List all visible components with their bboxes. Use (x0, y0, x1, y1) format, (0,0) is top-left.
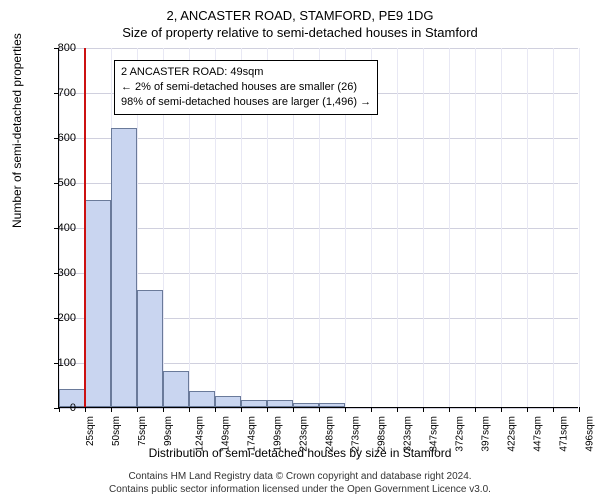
xtick-mark (423, 407, 424, 412)
xtick-label: 273sqm (351, 416, 362, 452)
gridline-v (579, 48, 580, 407)
gridline-v (553, 48, 554, 407)
xtick-mark (267, 407, 268, 412)
xtick-mark (579, 407, 580, 412)
xtick-label: 199sqm (273, 416, 284, 452)
xtick-mark (527, 407, 528, 412)
xtick-mark (137, 407, 138, 412)
histogram-bar (163, 371, 189, 407)
xtick-mark (371, 407, 372, 412)
ytick-label: 700 (46, 87, 76, 99)
gridline-v (527, 48, 528, 407)
xtick-mark (293, 407, 294, 412)
gridline-v (397, 48, 398, 407)
xtick-label: 447sqm (533, 416, 544, 452)
ytick-label: 600 (46, 132, 76, 144)
xtick-label: 323sqm (403, 416, 414, 452)
xtick-label: 422sqm (507, 416, 518, 452)
y-axis-label: Number of semi-detached properties (10, 33, 24, 228)
xtick-label: 124sqm (195, 416, 206, 452)
xtick-label: 25sqm (85, 416, 96, 446)
xtick-mark (449, 407, 450, 412)
xtick-mark (397, 407, 398, 412)
ytick-label: 200 (46, 312, 76, 324)
ytick-label: 0 (46, 402, 76, 414)
xtick-mark (345, 407, 346, 412)
gridline-v (423, 48, 424, 407)
xtick-mark (163, 407, 164, 412)
ytick-label: 100 (46, 357, 76, 369)
xtick-mark (111, 407, 112, 412)
xtick-mark (241, 407, 242, 412)
footer-line-1: Contains HM Land Registry data © Crown c… (0, 470, 600, 483)
ytick-label: 300 (46, 267, 76, 279)
histogram-bar (319, 403, 345, 407)
xtick-label: 174sqm (247, 416, 258, 452)
histogram-bar (85, 200, 111, 407)
xtick-mark (215, 407, 216, 412)
gridline-v (449, 48, 450, 407)
xtick-label: 50sqm (111, 416, 122, 446)
xtick-label: 496sqm (585, 416, 596, 452)
histogram-bar (111, 128, 137, 407)
ytick-label: 400 (46, 222, 76, 234)
xtick-label: 75sqm (137, 416, 148, 446)
histogram-bar (241, 400, 267, 407)
histogram-bar (293, 403, 319, 408)
xtick-mark (189, 407, 190, 412)
footer-attribution: Contains HM Land Registry data © Crown c… (0, 470, 600, 496)
ytick-label: 500 (46, 177, 76, 189)
xtick-label: 471sqm (559, 416, 570, 452)
page-title: 2, ANCASTER ROAD, STAMFORD, PE9 1DG (0, 0, 600, 23)
xtick-label: 372sqm (455, 416, 466, 452)
xtick-mark (475, 407, 476, 412)
annotation-box: 2 ANCASTER ROAD: 49sqm← 2% of semi-detac… (114, 60, 378, 115)
ytick-label: 800 (46, 42, 76, 54)
marker-line (84, 48, 86, 407)
xtick-label: 347sqm (429, 416, 440, 452)
xtick-mark (85, 407, 86, 412)
xtick-mark (501, 407, 502, 412)
annotation-line-1: 2 ANCASTER ROAD: 49sqm (121, 65, 371, 80)
xtick-label: 397sqm (481, 416, 492, 452)
gridline-v (475, 48, 476, 407)
histogram-bar (215, 396, 241, 407)
histogram-bar (189, 391, 215, 407)
gridline-v (501, 48, 502, 407)
xtick-label: 223sqm (299, 416, 310, 452)
xtick-label: 99sqm (163, 416, 174, 446)
xtick-label: 149sqm (221, 416, 232, 452)
xtick-mark (319, 407, 320, 412)
footer-line-2: Contains public sector information licen… (0, 483, 600, 496)
xtick-label: 248sqm (325, 416, 336, 452)
histogram-bar (267, 400, 293, 407)
annotation-line-3: 98% of semi-detached houses are larger (… (121, 95, 371, 110)
xtick-label: 298sqm (377, 416, 388, 452)
histogram-bar (137, 290, 163, 407)
xtick-mark (553, 407, 554, 412)
page-subtitle: Size of property relative to semi-detach… (0, 23, 600, 40)
annotation-line-2: ← 2% of semi-detached houses are smaller… (121, 80, 371, 95)
